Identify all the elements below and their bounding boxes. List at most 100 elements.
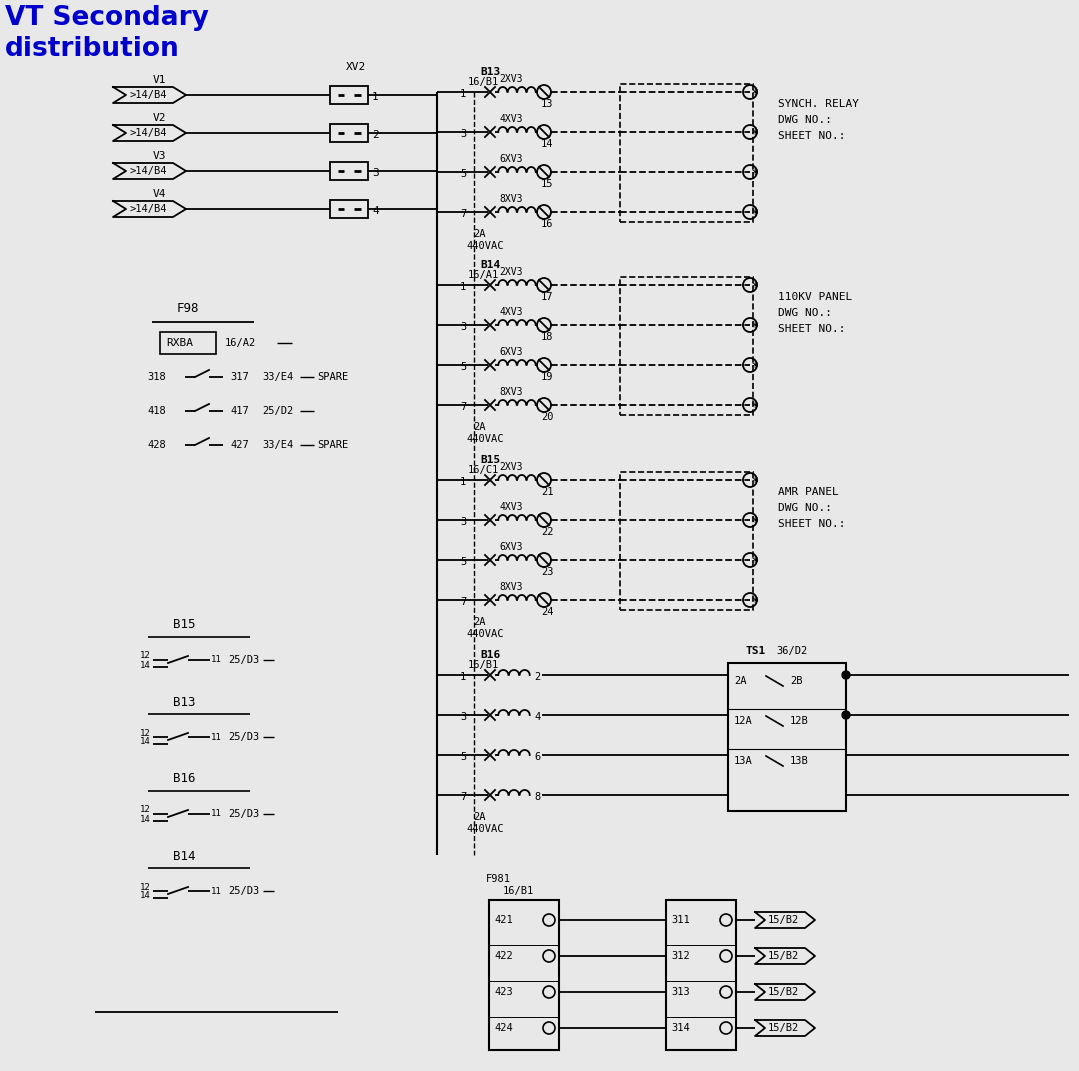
Text: 314: 314: [671, 1023, 689, 1034]
Text: *: *: [751, 207, 760, 221]
Text: 318: 318: [147, 372, 166, 382]
Text: 1: 1: [460, 89, 466, 99]
Text: *: *: [751, 555, 760, 569]
Text: V2: V2: [153, 114, 166, 123]
Bar: [489, 900, 559, 1050]
Text: 8XV3: 8XV3: [498, 194, 522, 203]
Text: 14: 14: [140, 815, 151, 824]
Text: 2: 2: [534, 672, 541, 682]
Text: *: *: [751, 280, 760, 295]
Text: DWG NO.:: DWG NO.:: [778, 308, 832, 318]
Text: 16/A1: 16/A1: [468, 270, 500, 280]
Bar: [728, 663, 846, 811]
Text: SHEET NO.:: SHEET NO.:: [778, 131, 846, 141]
Bar: [330, 86, 368, 104]
Text: 8XV3: 8XV3: [498, 582, 522, 592]
Text: 2A: 2A: [734, 676, 747, 687]
Text: 12A: 12A: [734, 716, 753, 726]
Text: 110KV PANEL: 110KV PANEL: [778, 292, 852, 302]
Text: 317: 317: [230, 372, 249, 382]
Text: 5: 5: [460, 557, 466, 567]
Text: 20: 20: [541, 412, 554, 422]
Text: 1: 1: [372, 92, 379, 102]
Text: B16: B16: [173, 772, 195, 785]
Text: 2A: 2A: [473, 812, 486, 823]
Text: 440VAC: 440VAC: [466, 241, 504, 251]
Text: 424: 424: [494, 1023, 513, 1034]
Text: 2A: 2A: [473, 229, 486, 239]
Text: 16/C1: 16/C1: [468, 465, 500, 476]
Text: 12B: 12B: [790, 716, 809, 726]
Text: B14: B14: [173, 849, 195, 862]
Text: 11: 11: [211, 887, 222, 895]
Text: 4XV3: 4XV3: [498, 114, 522, 124]
Text: 23: 23: [541, 567, 554, 577]
Text: 12: 12: [140, 728, 151, 738]
Text: 418: 418: [147, 406, 166, 416]
Text: 2A: 2A: [473, 422, 486, 432]
Text: RXBA: RXBA: [166, 338, 193, 348]
Text: 5: 5: [460, 169, 466, 179]
Bar: [160, 332, 216, 355]
Text: DWG NO.:: DWG NO.:: [778, 115, 832, 125]
Text: 16/B1: 16/B1: [468, 660, 500, 670]
Text: AMR PANEL: AMR PANEL: [778, 487, 838, 497]
Text: 3: 3: [460, 517, 466, 527]
Text: >14/B4: >14/B4: [129, 90, 167, 100]
Text: 25/D3: 25/D3: [228, 886, 259, 896]
Text: V1: V1: [153, 75, 166, 85]
Text: 312: 312: [671, 951, 689, 961]
Text: 18: 18: [541, 332, 554, 342]
Text: SHEET NO.:: SHEET NO.:: [778, 325, 846, 334]
Text: 4XV3: 4XV3: [498, 307, 522, 317]
Text: 440VAC: 440VAC: [466, 434, 504, 444]
Text: 4XV3: 4XV3: [498, 502, 522, 512]
Circle shape: [842, 672, 850, 679]
Text: 7: 7: [460, 209, 466, 218]
Text: 6XV3: 6XV3: [498, 542, 522, 552]
Text: 3: 3: [460, 322, 466, 332]
Text: *: *: [751, 595, 760, 609]
Text: TS1: TS1: [746, 646, 766, 657]
Text: 6: 6: [534, 752, 541, 761]
Text: 11: 11: [211, 655, 222, 664]
Text: SHEET NO.:: SHEET NO.:: [778, 519, 846, 529]
Text: 2XV3: 2XV3: [498, 74, 522, 84]
Text: SPARE: SPARE: [317, 372, 349, 382]
Text: 427: 427: [230, 440, 249, 450]
Text: B13: B13: [480, 67, 501, 77]
Text: 15/B2: 15/B2: [768, 951, 800, 961]
Text: 4: 4: [372, 206, 379, 216]
Text: *: *: [751, 476, 760, 489]
Text: 15/B2: 15/B2: [768, 915, 800, 925]
Text: 11: 11: [211, 733, 222, 741]
Text: SPARE: SPARE: [317, 440, 349, 450]
Bar: [330, 162, 368, 180]
Text: B13: B13: [173, 695, 195, 709]
Text: 24: 24: [541, 607, 554, 617]
Text: B16: B16: [480, 650, 501, 660]
Bar: [620, 84, 753, 222]
Text: V4: V4: [153, 188, 166, 199]
Text: 422: 422: [494, 951, 513, 961]
Text: 2XV3: 2XV3: [498, 267, 522, 277]
Text: 33/E4: 33/E4: [262, 372, 293, 382]
Text: 7: 7: [460, 402, 466, 412]
Text: 16: 16: [541, 218, 554, 229]
Text: 16/A2: 16/A2: [226, 338, 256, 348]
Bar: [330, 200, 368, 218]
Text: 1: 1: [460, 282, 466, 292]
Text: 421: 421: [494, 915, 513, 925]
Text: VT Secondary: VT Secondary: [5, 5, 209, 31]
Text: 15/B2: 15/B2: [768, 1023, 800, 1034]
Text: 19: 19: [541, 372, 554, 382]
Text: 36/D2: 36/D2: [776, 646, 807, 657]
Text: 5: 5: [460, 362, 466, 372]
Text: 6XV3: 6XV3: [498, 154, 522, 164]
Text: *: *: [751, 399, 760, 414]
Text: 16/B1: 16/B1: [468, 77, 500, 87]
Text: 3: 3: [372, 168, 379, 178]
Text: DWG NO.:: DWG NO.:: [778, 503, 832, 513]
Bar: [620, 277, 753, 414]
Text: 14: 14: [541, 139, 554, 149]
